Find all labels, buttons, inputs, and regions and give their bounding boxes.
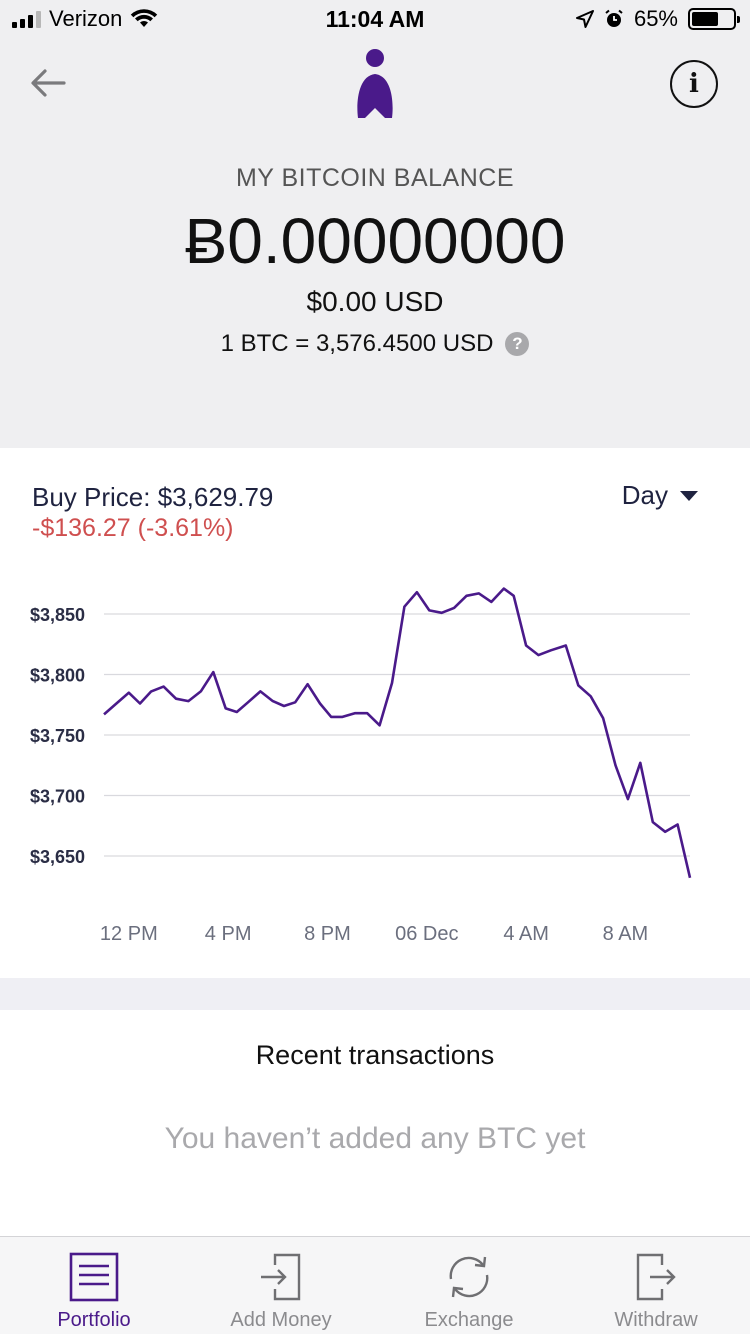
balance-header: i MY BITCOIN BALANCE Ƀ0.00000000 $0.00 U… (0, 40, 750, 448)
tab-label: Withdraw (614, 1309, 698, 1331)
status-bar: Verizon 11:04 AM 65% (0, 0, 750, 40)
app-logo-icon (357, 49, 393, 118)
info-icon: i (689, 69, 699, 99)
clock: 11:04 AM (325, 6, 425, 32)
tab-bar: Portfolio Add Money Exchange Withdraw (0, 1236, 750, 1334)
transactions-title: Recent transactions (255, 1040, 495, 1070)
portfolio-icon (69, 1252, 119, 1302)
location-icon (575, 10, 594, 28)
tab-exchange[interactable]: Exchange (375, 1237, 563, 1334)
balance-usd-value: $0.00 USD (306, 286, 444, 317)
tab-portfolio[interactable]: Portfolio (0, 1237, 188, 1334)
exchange-icon (449, 1256, 489, 1298)
chart-grid (104, 613, 690, 857)
carrier-label: Verizon (49, 6, 123, 31)
recent-transactions: Recent transactions You haven’t added an… (0, 1010, 750, 1236)
tab-label: Add Money (230, 1309, 332, 1331)
add-money-icon (261, 1253, 301, 1301)
price-line (103, 587, 692, 879)
status-right: 65% (575, 6, 740, 32)
price-change: -$136.27 (-3.61%) (32, 514, 234, 542)
range-dropdown-label: Day (621, 480, 668, 510)
y-tick-label: $3,650 (30, 847, 85, 867)
chart-x-ticks: 12 PM 4 PM 8 PM 06 Dec 4 AM 8 AM (100, 923, 648, 945)
x-tick-label: 4 AM (503, 923, 549, 945)
transactions-empty-state: You haven’t added any BTC yet (164, 1122, 586, 1155)
back-arrow-icon[interactable] (28, 62, 70, 104)
y-tick-label: $3,850 (30, 605, 85, 625)
balance-label: MY BITCOIN BALANCE (235, 164, 515, 192)
x-tick-label: 06 Dec (395, 923, 458, 945)
tab-label: Portfolio (57, 1309, 131, 1331)
price-chart-card: $3,850 $3,800 $3,750 $3,700 $3,650 12 PM 4 PM… (0, 448, 750, 978)
help-icon[interactable]: ? (505, 332, 530, 356)
signal-icon (12, 10, 41, 28)
wifi-icon (131, 9, 158, 27)
battery-icon (688, 8, 740, 30)
tab-withdraw[interactable]: Withdraw (562, 1237, 750, 1334)
info-button[interactable]: i (670, 60, 718, 108)
withdraw-icon (636, 1253, 676, 1301)
section-divider (0, 978, 750, 1010)
status-left: Verizon (12, 6, 158, 32)
y-tick-label: $3,800 (30, 666, 85, 686)
x-tick-label: 8 AM (603, 923, 649, 945)
alarm-icon (605, 9, 623, 27)
tab-label: Exchange (424, 1309, 514, 1331)
x-tick-label: 12 PM (100, 923, 158, 945)
y-tick-label: $3,700 (30, 787, 85, 807)
chart-y-ticks: $3,850 $3,800 $3,750 $3,700 $3,650 (30, 605, 85, 867)
battery-percent: 65% (633, 6, 678, 31)
price-chart: $3,850 $3,800 $3,750 $3,700 $3,650 12 PM 4 PM… (30, 587, 692, 945)
y-tick-label: $3,750 (30, 726, 85, 746)
exchange-rate-text: 1 BTC = 3,576.4500 USD (220, 330, 494, 357)
exchange-rate: 1 BTC = 3,576.4500 USD ? (0, 330, 750, 358)
range-dropdown[interactable]: Day (622, 480, 698, 511)
balance-btc-value: Ƀ0.00000000 (184, 205, 566, 277)
caret-down-icon (680, 490, 698, 501)
x-tick-label: 4 PM (205, 923, 252, 945)
x-tick-label: 8 PM (304, 923, 351, 945)
buy-price: Buy Price: $3,629.79 (32, 482, 274, 512)
tab-add-money[interactable]: Add Money (187, 1237, 375, 1334)
